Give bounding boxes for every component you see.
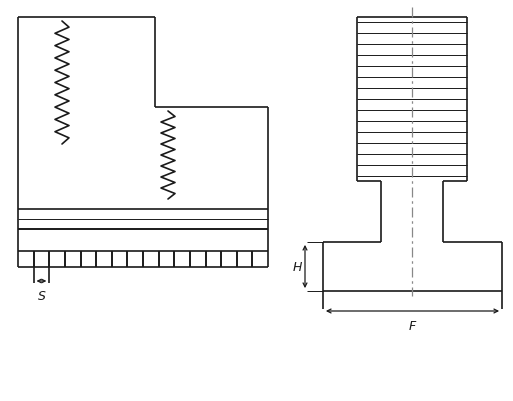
Text: H: H <box>292 260 302 273</box>
Text: F: F <box>409 319 416 332</box>
Text: S: S <box>37 289 45 302</box>
